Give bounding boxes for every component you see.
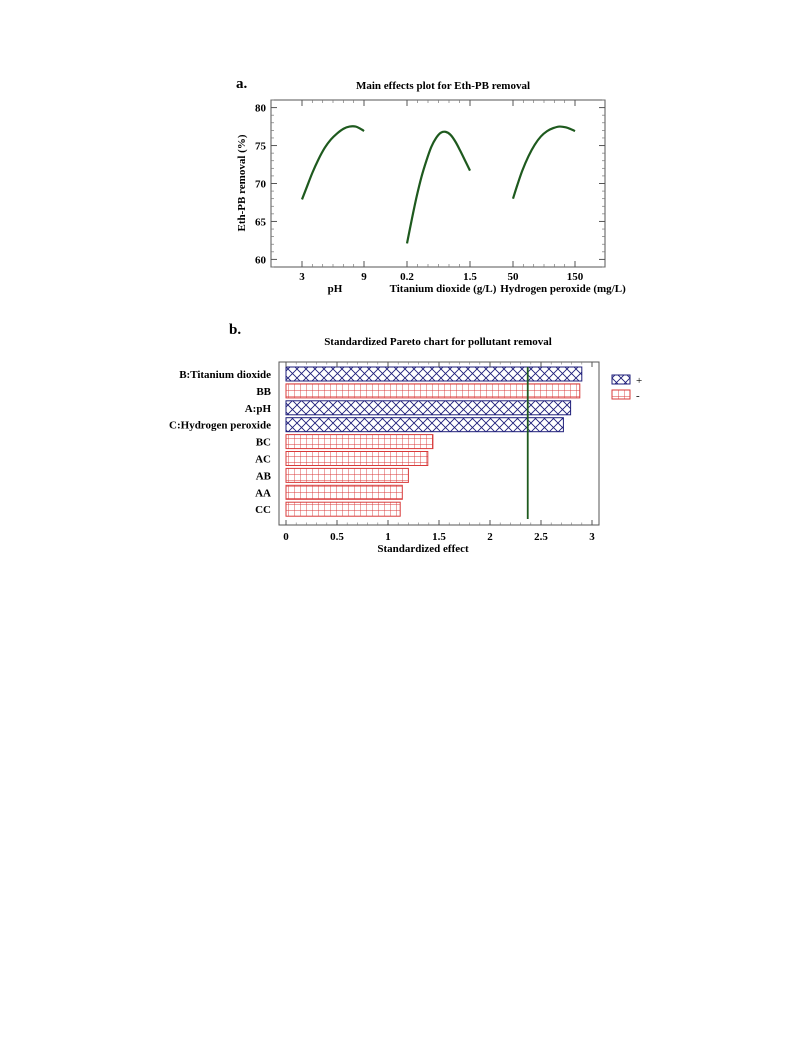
main-effects-y-axis: 60 65 70 75 80 [255, 99, 605, 268]
y-tick-label: 75 [255, 141, 267, 153]
pareto-bar [285, 451, 429, 466]
legend-swatch-negative [611, 389, 631, 400]
x-tick-label-low: 50 [508, 271, 520, 283]
x-tick-label-low: 3 [299, 271, 305, 283]
y-tick-label: 80 [255, 103, 267, 115]
pareto-category-label: BB [256, 386, 271, 398]
pareto-bar [285, 467, 409, 483]
pareto-x-axis-label: Standardized effect [377, 543, 469, 555]
pareto-panel: b. Standardized Pareto chart for polluta… [169, 322, 642, 555]
pareto-bar [285, 400, 572, 416]
legend-label-positive: + [636, 375, 642, 387]
pareto-bar [285, 417, 564, 433]
pareto-category-label: AA [255, 487, 271, 499]
x-tick-label-high: 9 [361, 271, 367, 283]
pareto-bar [285, 434, 434, 450]
pareto-title: Standardized Pareto chart for pollutant … [324, 336, 552, 348]
pareto-category-label: BC [256, 437, 271, 449]
pareto-bar [285, 383, 581, 399]
main-effect-line [405, 130, 471, 244]
factor-name-label: pH [328, 283, 343, 295]
x-tick-label: 2.5 [534, 531, 548, 543]
main-effects-lines [300, 125, 576, 244]
pareto-bar [285, 366, 583, 382]
factor-name-label: Hydrogen peroxide (mg/L) [500, 283, 626, 295]
factor-name-label: Titanium dioxide (g/L) [390, 283, 497, 295]
y-tick-label: 70 [255, 179, 267, 191]
main-effect-line [511, 125, 576, 200]
pareto-legend: + - [611, 374, 642, 402]
x-tick-label: 0.5 [330, 531, 344, 543]
pareto-category-labels: B:Titanium dioxide BB A:pH C:Hydrogen perox… [169, 369, 272, 516]
panel-label-a: a. [236, 76, 248, 92]
pareto-category-label: B:Titanium dioxide [179, 369, 271, 381]
y-tick-label: 65 [255, 216, 267, 228]
legend-swatch-positive [611, 374, 631, 385]
pareto-bars [285, 366, 583, 517]
pareto-x-axis: 0 0.5 1 1.5 2 2.5 3 [283, 362, 595, 543]
pareto-bar [285, 484, 403, 500]
main-effect-line [300, 125, 365, 200]
pareto-bar [285, 501, 401, 517]
x-tick-label: 1.5 [432, 531, 446, 543]
y-tick-label: 60 [255, 254, 267, 266]
x-tick-label: 0 [283, 531, 289, 543]
x-tick-label-low: 0.2 [400, 271, 414, 283]
pareto-category-label: AB [256, 470, 272, 482]
x-tick-label-high: 150 [567, 271, 584, 283]
main-effects-y-axis-label: Eth-PB removal (%) [236, 134, 248, 231]
x-tick-label: 2 [487, 531, 493, 543]
pareto-category-label: A:pH [245, 403, 272, 415]
main-effects-panel: a. Main effects plot for Eth-PB removal … [236, 76, 626, 295]
x-tick-label: 3 [589, 531, 595, 543]
main-effects-title: Main effects plot for Eth-PB removal [356, 80, 530, 92]
pareto-category-label: AC [255, 454, 271, 466]
main-effects-plot-frame [270, 99, 606, 268]
x-tick-label-high: 1.5 [463, 271, 477, 283]
panel-label-b: b. [229, 322, 241, 338]
x-tick-label: 1 [385, 531, 391, 543]
pareto-category-label: CC [255, 504, 271, 516]
pareto-category-label: C:Hydrogen peroxide [169, 420, 271, 432]
legend-label-negative: - [636, 390, 640, 402]
